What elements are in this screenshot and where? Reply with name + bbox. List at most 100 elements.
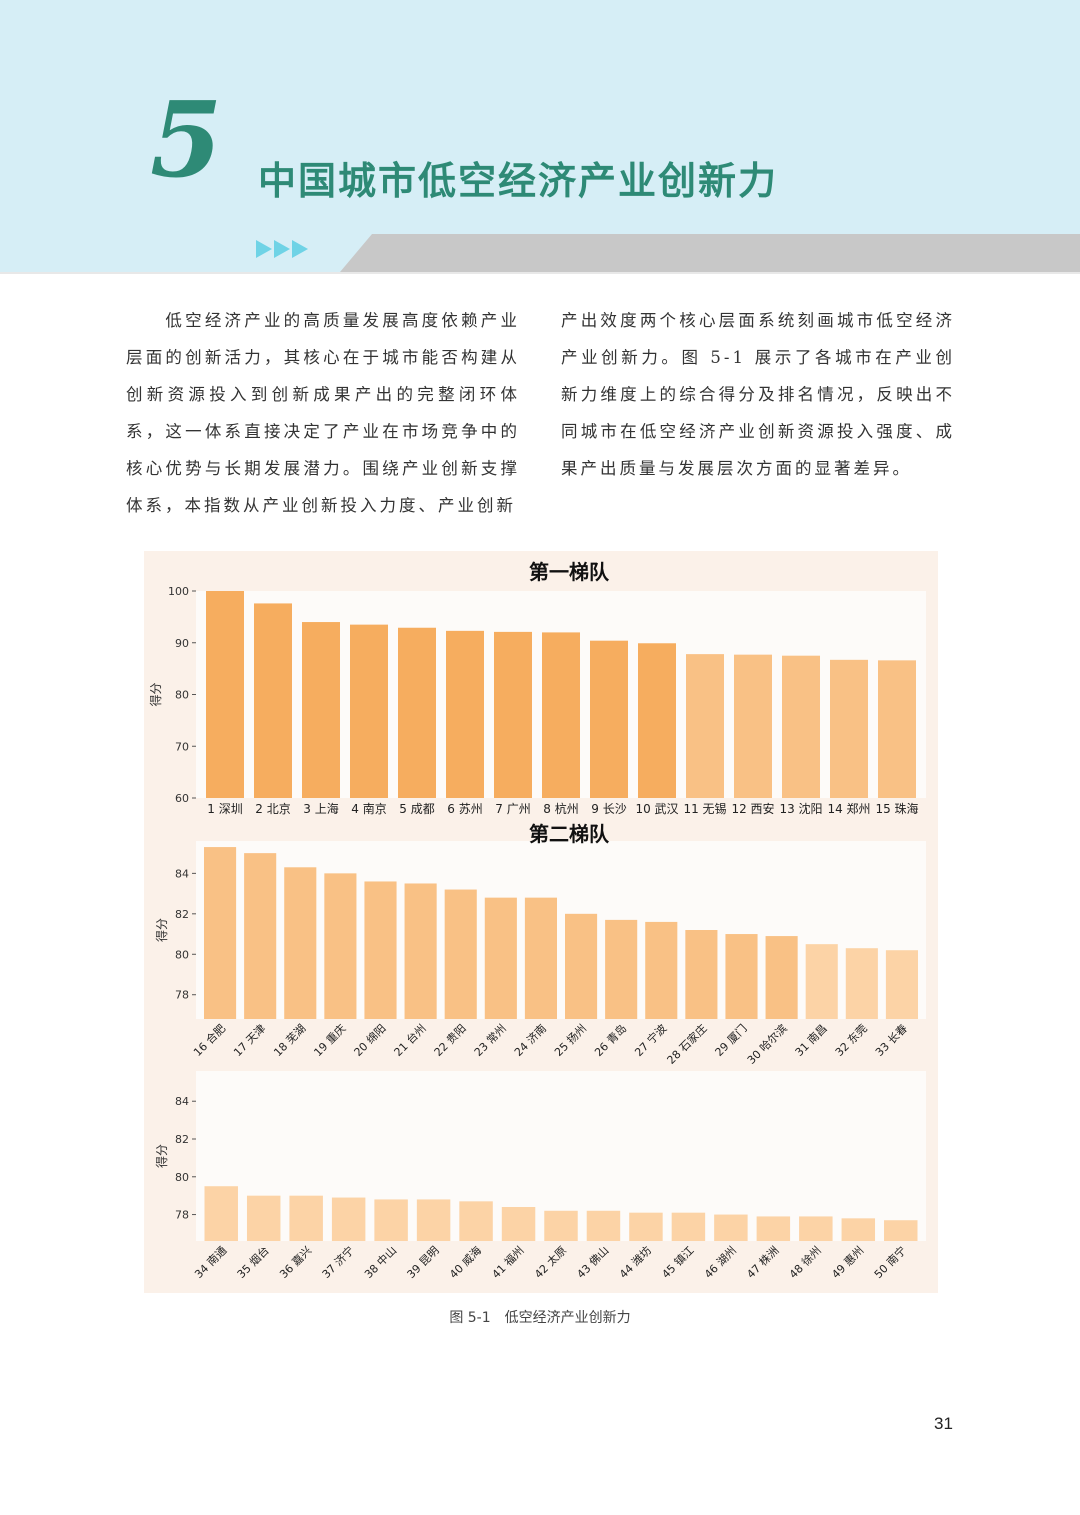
bar [782,655,820,798]
bar [830,659,868,798]
x-tick-label: 7 广州 [495,802,530,816]
x-tick-label: 16 合肥 [190,1021,228,1059]
bar [494,631,532,798]
bar [544,1210,578,1241]
x-tick-label: 17 天津 [231,1022,268,1059]
bar [734,654,772,798]
bar [756,1216,791,1241]
bar [845,948,878,1019]
bar [885,950,918,1019]
y-tick-label: 90 [175,637,189,650]
bar [671,1212,706,1241]
page-number: 31 [934,1414,953,1433]
bar [331,1197,366,1241]
bar [404,883,437,1019]
x-tick-label: 24 济南 [511,1021,549,1059]
x-tick-label: 4 南京 [351,801,386,816]
bar [542,632,580,798]
x-tick-label: 9 长沙 [591,802,626,816]
x-tick-label: 40 威海 [446,1243,484,1281]
y-tick-label: 82 [175,908,189,921]
x-tick-label: 46 湖州 [702,1244,739,1281]
y-tick-label: 70 [175,740,189,753]
x-tick-label: 49 惠州 [829,1243,867,1281]
bar [254,603,292,798]
y-axis-label: 得分 [148,682,163,706]
chapter-title: 中国城市低空经济产业创新力 [258,158,779,203]
bar [501,1207,536,1241]
bar [459,1201,493,1241]
y-tick-label: 78 [175,989,189,1002]
bar [799,1216,833,1241]
bar [350,624,388,798]
bar [638,643,676,798]
bar [805,944,838,1019]
chart-title: 第一梯队 [529,560,610,584]
bar [484,897,517,1019]
x-tick-label: 37 济宁 [319,1243,357,1281]
x-tick-label: 14 郑州 [827,801,870,816]
bar [685,930,718,1019]
bar [446,630,484,798]
bar [246,1195,281,1241]
x-tick-label: 31 南昌 [793,1022,830,1059]
x-tick-label: 33 长春 [873,1022,910,1059]
x-tick-label: 43 佛山 [574,1244,611,1281]
bar [284,867,317,1019]
bar [324,873,357,1019]
y-tick-label: 84 [175,1095,189,1108]
x-tick-label: 27 宁波 [632,1021,670,1059]
x-tick-label: 13 沈阳 [779,801,822,816]
bar [204,847,237,1019]
x-tick-label: 30 哈尔滨 [744,1021,790,1067]
x-tick-label: 3 上海 [303,801,338,816]
bar [374,1199,408,1241]
bar [244,853,277,1019]
figure-panel: 第一梯队 得分 60 70 80 90 100 1 深圳 2 北京 3 上海 4 南京 5 成都 6 苏… [144,551,938,1293]
figure-caption: 图 5-1 低空经济产业创新力 [449,1310,631,1326]
x-tick-label: 29 厦门 [712,1021,750,1059]
y-tick-label: 78 [175,1209,189,1222]
bar [204,1186,238,1241]
x-tick-label: 8 杭州 [543,801,578,816]
header-gray-stripe [0,234,1080,274]
x-tick-label: 5 成都 [399,802,434,816]
body-text-left: 低空经济产业的高质量发展高度依赖产业层面的创新活力，其核心在于城市能否构建从创新… [126,311,520,515]
x-tick-label: 41 福州 [489,1243,527,1281]
bar [878,660,916,798]
x-tick-label: 32 东莞 [833,1022,870,1059]
x-tick-label: 26 青岛 [591,1021,629,1059]
x-tick-label: 6 苏州 [447,802,482,816]
bar [841,1218,876,1241]
x-tick-label: 22 贵阳 [432,1022,469,1059]
bar [398,627,436,798]
x-tick-label: 19 重庆 [311,1021,349,1059]
bar [629,1212,663,1241]
y-tick-label: 100 [168,585,189,598]
bar [645,921,678,1019]
x-tick-label: 12 西安 [731,801,774,816]
x-tick-label: 38 中山 [362,1244,399,1281]
x-tick-label: 20 绵阳 [351,1021,389,1059]
y-axis-label: 得分 [154,918,169,942]
bar [605,919,638,1019]
x-tick-label: 39 昆明 [405,1244,442,1281]
y-tick-label: 80 [175,948,189,961]
triple-arrow-icon [256,240,308,258]
x-tick-label: 48 徐州 [786,1243,824,1281]
bar [302,622,340,798]
bar [565,913,598,1019]
x-tick-label: 25 扬州 [551,1021,589,1059]
bar [524,897,557,1019]
bar [725,934,758,1019]
x-tick-label: 34 南通 [192,1244,229,1281]
x-tick-label: 21 台州 [391,1021,429,1059]
x-tick-label: 15 珠海 [875,801,918,816]
chart-title: 第二梯队 [529,822,610,846]
bar [714,1214,748,1241]
bar [586,1210,621,1241]
y-tick-label: 80 [175,689,189,702]
bar [364,881,397,1019]
x-tick-label: 42 太原 [532,1244,569,1281]
